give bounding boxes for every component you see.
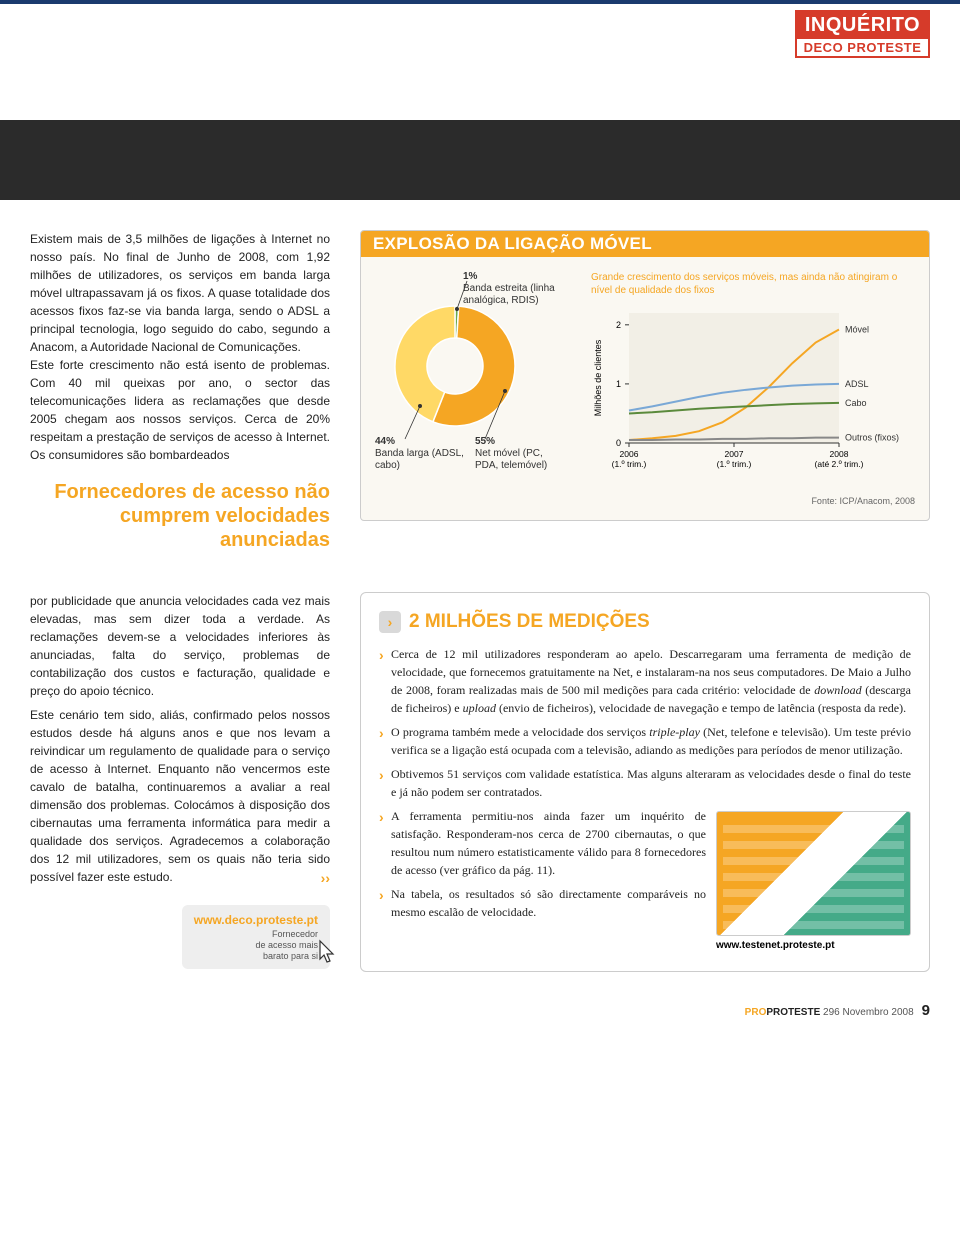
link-url: www.deco.proteste.pt [194,913,318,927]
page-footer: PROPROTESTE 296 Novembro 2008 9 [0,972,960,1035]
callout-item: O programa também mede a velocidade dos … [379,723,911,759]
svg-text:0: 0 [616,438,621,448]
info-card: EXPLOSÃO DA LIGAÇÃO MÓVEL 1%Banda estrei… [360,230,930,521]
cursor-icon [314,939,338,973]
line-caption: Grande crescimento dos serviços móveis, … [591,271,915,297]
continue-arrows: ›› [321,868,330,889]
dark-band [0,120,960,200]
pullquote: Fornecedores de acesso não cumprem veloc… [30,480,330,552]
article-p2: Este forte crescimento não está isento d… [30,356,330,464]
callout-title: › 2 MILHÕES DE MEDIÇÕES [379,611,911,633]
donut-chart: 1%Banda estreita (linha analógica, RDIS)… [375,271,575,506]
chart-source: Fonte: ICP/Anacom, 2008 [591,496,915,506]
link-sub: Fornecedorde acesso maisbarato para si [194,929,318,961]
chevron-icon: › [379,611,401,633]
svg-text:(1.º trim.): (1.º trim.) [612,459,647,469]
callout-item: Cerca de 12 mil utilizadores responderam… [379,645,911,717]
svg-text:2008: 2008 [830,449,849,459]
svg-text:ADSL: ADSL [845,379,869,389]
category-stamp: INQUÉRITO DECO PROTESTE [795,10,930,58]
svg-text:Outros (fixos): Outros (fixos) [845,433,899,443]
article-p4: Este cenário tem sido, aliás, confirmado… [30,706,330,886]
callout-list: Cerca de 12 mil utilizadores responderam… [379,645,911,921]
info-card-title: EXPLOSÃO DA LIGAÇÃO MÓVEL [361,231,929,257]
svg-text:(até 2.º trim.): (até 2.º trim.) [815,459,864,469]
callout-box: › 2 MILHÕES DE MEDIÇÕES Cerca de 12 mil … [360,592,930,972]
svg-text:2006: 2006 [620,449,639,459]
svg-text:Cabo: Cabo [845,398,867,408]
stamp-title: INQUÉRITO [797,12,928,39]
donut-label-2: 55%Net móvel (PC, PDA, telemóvel) [475,436,565,472]
article-p1: Existem mais de 3,5 milhões de ligações … [30,230,330,356]
callout-item: A ferramenta permitiu-nos ainda fazer um… [379,807,911,879]
callout-item: Obtivemos 51 serviços com validade estat… [379,765,911,801]
callout-image-url: www.testenet.proteste.pt [716,940,911,951]
page-number: 9 [922,1002,930,1019]
svg-text:2: 2 [616,320,621,330]
stamp-subtitle: DECO PROTESTE [797,39,928,56]
svg-text:(1.º trim.): (1.º trim.) [717,459,752,469]
line-chart: Grande crescimento dos serviços móveis, … [591,271,915,506]
svg-text:1: 1 [616,379,621,389]
article-p3: por publicidade que anuncia velocidades … [30,592,330,700]
svg-text:Milhões de clientes: Milhões de clientes [593,339,603,416]
link-box[interactable]: www.deco.proteste.pt Fornecedorde acesso… [182,905,330,969]
donut-label-3: 44%Banda larga (ADSL, cabo) [375,436,465,472]
svg-text:2007: 2007 [725,449,744,459]
donut-label-1: 1%Banda estreita (linha analógica, RDIS) [463,271,563,307]
callout-item: Na tabela, os resultados só são directam… [379,885,911,921]
svg-text:Móvel: Móvel [845,325,869,335]
header: INQUÉRITO DECO PROTESTE [0,0,960,120]
